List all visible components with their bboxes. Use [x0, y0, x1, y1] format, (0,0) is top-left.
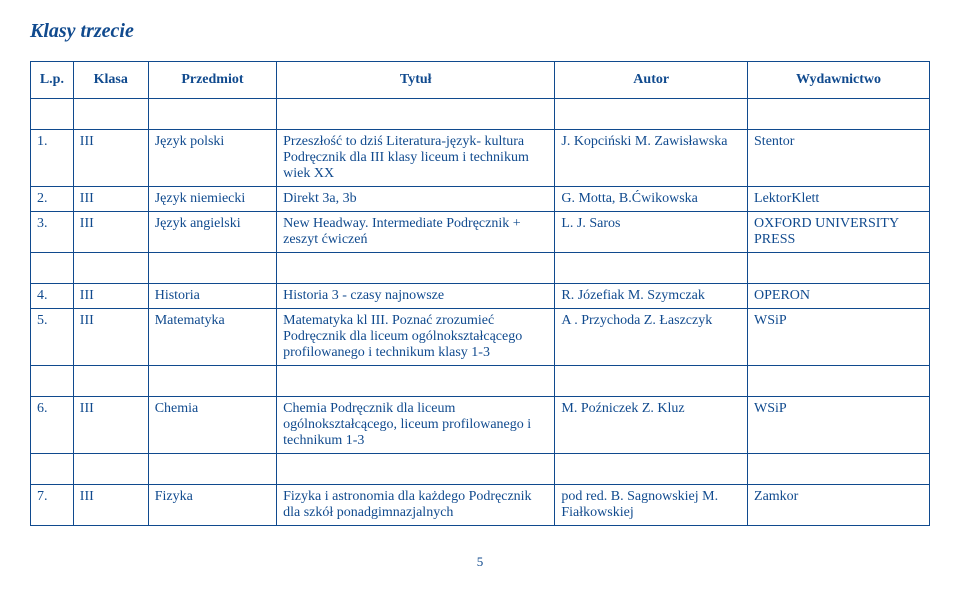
textbook-table: L.p. Klasa Przedmiot Tytuł Autor Wydawni…: [30, 61, 930, 526]
cell-przedmiot: Fizyka: [148, 485, 276, 526]
col-wyd: Wydawnictwo: [748, 62, 930, 99]
cell-lp: 2.: [31, 187, 74, 212]
cell-wyd: Zamkor: [748, 485, 930, 526]
cell-wyd: OPERON: [748, 284, 930, 309]
table-row: 1.IIIJęzyk polskiPrzeszłość to dziś Lite…: [31, 130, 930, 187]
cell-autor: M. Poźniczek Z. Kluz: [555, 397, 748, 454]
cell-autor: G. Motta, B.Ćwikowska: [555, 187, 748, 212]
cell-wyd: LektorKlett: [748, 187, 930, 212]
cell-autor: pod red. B. Sagnowskiej M. Fiałkowskiej: [555, 485, 748, 526]
cell-tytul: Chemia Podręcznik dla liceum ogólnokszta…: [277, 397, 555, 454]
cell-lp: 1.: [31, 130, 74, 187]
table-row: 3.IIIJęzyk angielskiNew Headway. Interme…: [31, 212, 930, 253]
page-title: Klasy trzecie: [30, 20, 930, 43]
cell-autor: A . Przychoda Z. Łaszczyk: [555, 309, 748, 366]
cell-klasa: III: [73, 284, 148, 309]
col-tytul: Tytuł: [277, 62, 555, 99]
table-row: 4.IIIHistoriaHistoria 3 - czasy najnowsz…: [31, 284, 930, 309]
cell-wyd: WSiP: [748, 309, 930, 366]
page-number: 5: [30, 554, 930, 570]
cell-klasa: III: [73, 130, 148, 187]
cell-lp: 4.: [31, 284, 74, 309]
cell-lp: 3.: [31, 212, 74, 253]
cell-lp: 5.: [31, 309, 74, 366]
table-header-row: L.p. Klasa Przedmiot Tytuł Autor Wydawni…: [31, 62, 930, 99]
cell-autor: J. Kopciński M. Zawisławska: [555, 130, 748, 187]
col-klasa: Klasa: [73, 62, 148, 99]
cell-autor: L. J. Saros: [555, 212, 748, 253]
cell-przedmiot: Historia: [148, 284, 276, 309]
cell-lp: 7.: [31, 485, 74, 526]
cell-przedmiot: Matematyka: [148, 309, 276, 366]
cell-autor: R. Józefiak M. Szymczak: [555, 284, 748, 309]
cell-klasa: III: [73, 187, 148, 212]
cell-tytul: Przeszłość to dziś Literatura-język- kul…: [277, 130, 555, 187]
table-row: 5.IIIMatematykaMatematyka kl III. Poznać…: [31, 309, 930, 366]
cell-przedmiot: Język niemiecki: [148, 187, 276, 212]
table-row: 6.IIIChemiaChemia Podręcznik dla liceum …: [31, 397, 930, 454]
cell-klasa: III: [73, 309, 148, 366]
cell-tytul: Direkt 3a, 3b: [277, 187, 555, 212]
cell-wyd: OXFORD UNIVERSITY PRESS: [748, 212, 930, 253]
col-autor: Autor: [555, 62, 748, 99]
table-row: 7.IIIFizykaFizyka i astronomia dla każde…: [31, 485, 930, 526]
cell-lp: 6.: [31, 397, 74, 454]
cell-wyd: Stentor: [748, 130, 930, 187]
col-lp: L.p.: [31, 62, 74, 99]
cell-tytul: New Headway. Intermediate Podręcznik + z…: [277, 212, 555, 253]
cell-klasa: III: [73, 212, 148, 253]
cell-klasa: III: [73, 397, 148, 454]
cell-przedmiot: Chemia: [148, 397, 276, 454]
cell-tytul: Fizyka i astronomia dla każdego Podręczn…: [277, 485, 555, 526]
cell-wyd: WSiP: [748, 397, 930, 454]
cell-klasa: III: [73, 485, 148, 526]
cell-tytul: Historia 3 - czasy najnowsze: [277, 284, 555, 309]
cell-przedmiot: Język angielski: [148, 212, 276, 253]
col-przedmiot: Przedmiot: [148, 62, 276, 99]
cell-tytul: Matematyka kl III. Poznać zrozumieć Podr…: [277, 309, 555, 366]
cell-przedmiot: Język polski: [148, 130, 276, 187]
table-row: 2.IIIJęzyk niemieckiDirekt 3a, 3bG. Mott…: [31, 187, 930, 212]
